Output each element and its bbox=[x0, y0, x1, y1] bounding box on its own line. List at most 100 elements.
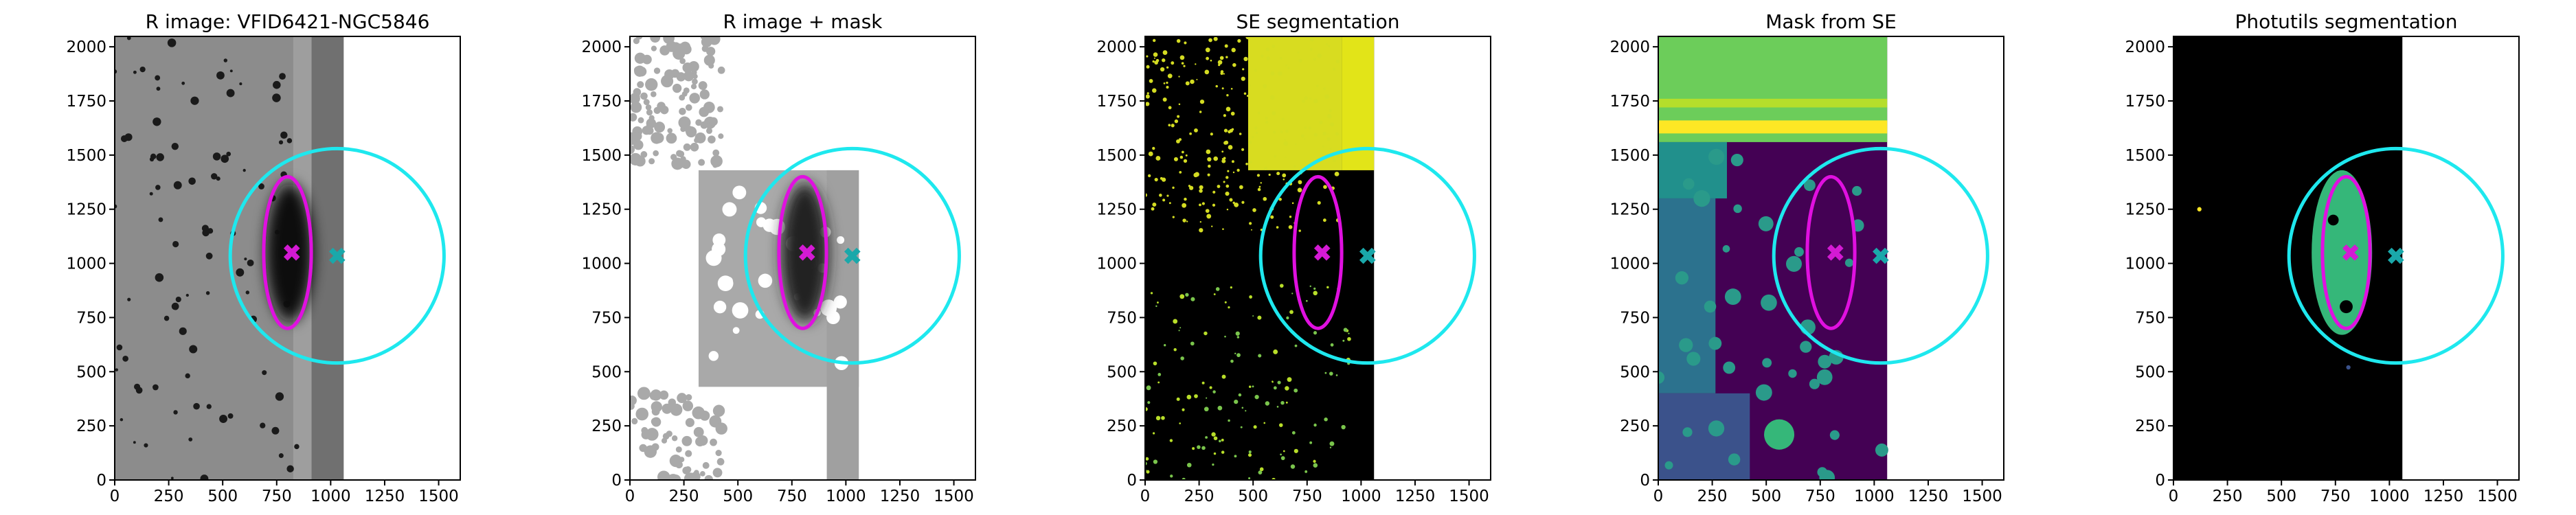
y-tick-label: 1750 bbox=[1609, 93, 1650, 111]
y-tick-label: 0 bbox=[611, 472, 622, 490]
image-blob bbox=[1249, 222, 1252, 225]
x-tick-label: 1250 bbox=[1908, 488, 1949, 505]
image-blob bbox=[1708, 148, 1725, 165]
image-blob bbox=[1252, 315, 1254, 317]
image-blob bbox=[260, 422, 266, 428]
image-blob bbox=[1223, 128, 1228, 133]
image-blob bbox=[1199, 185, 1204, 190]
image-blob bbox=[1232, 201, 1235, 205]
image-blob bbox=[1186, 462, 1192, 468]
image-blob bbox=[1301, 134, 1304, 138]
image-blob bbox=[641, 430, 651, 439]
image-blob bbox=[1682, 178, 1695, 190]
image-blob bbox=[1246, 95, 1249, 97]
x-tick-label: 500 bbox=[1238, 488, 1268, 505]
image-blob bbox=[1336, 154, 1340, 159]
image-blob bbox=[1289, 310, 1293, 314]
image-blob bbox=[698, 159, 705, 166]
image-blob bbox=[239, 82, 242, 86]
image-blob bbox=[1178, 76, 1180, 78]
image-blob bbox=[1304, 96, 1308, 100]
image-blob bbox=[679, 107, 686, 115]
y-tick-label: 1500 bbox=[581, 147, 622, 165]
image-blob bbox=[1280, 456, 1285, 461]
image-blob bbox=[1298, 229, 1301, 232]
image-blob bbox=[1313, 98, 1318, 104]
image bbox=[2173, 36, 2505, 480]
image-blob bbox=[144, 443, 148, 448]
image-blob bbox=[1227, 170, 1230, 172]
image-blob bbox=[1313, 463, 1318, 468]
image-blob bbox=[1196, 78, 1198, 80]
y-tick-label: 2000 bbox=[2125, 38, 2165, 56]
image-blob bbox=[1180, 356, 1184, 360]
image-blob bbox=[1243, 92, 1247, 95]
image-blob bbox=[732, 327, 740, 334]
image-blob bbox=[262, 370, 267, 376]
image-blob bbox=[718, 133, 724, 139]
image-blob bbox=[1168, 106, 1172, 110]
y-tick-label: 0 bbox=[2155, 472, 2165, 490]
image-blob bbox=[1157, 301, 1159, 304]
image-blob bbox=[1161, 415, 1165, 420]
image-blob bbox=[1201, 381, 1205, 385]
image-blob bbox=[1322, 131, 1326, 136]
image-blob bbox=[1148, 151, 1153, 157]
image-blob bbox=[633, 66, 642, 74]
image-blob bbox=[1335, 59, 1340, 64]
image-blob bbox=[666, 43, 677, 52]
image-blob bbox=[1249, 84, 1251, 87]
image-blob bbox=[1152, 88, 1157, 93]
marker bbox=[283, 244, 300, 261]
image-blob bbox=[1230, 286, 1232, 289]
image-blob bbox=[1254, 395, 1259, 400]
image-blob bbox=[1194, 128, 1198, 133]
image-blob bbox=[1278, 423, 1283, 427]
image-blob bbox=[1817, 467, 1828, 477]
image-blob bbox=[679, 94, 686, 101]
image-blob bbox=[1239, 133, 1242, 135]
image-blob bbox=[1146, 92, 1149, 95]
y-tick-label: 1500 bbox=[1609, 147, 1650, 165]
image-blob bbox=[1153, 52, 1158, 57]
ellipse bbox=[1805, 174, 1857, 330]
x-tick-label: 500 bbox=[723, 488, 753, 505]
image-blob bbox=[188, 177, 196, 185]
image-blob bbox=[1309, 126, 1311, 130]
image-blob bbox=[708, 135, 716, 144]
axes-frame bbox=[1658, 36, 2004, 481]
image-blob bbox=[685, 450, 692, 457]
image-blob bbox=[1800, 341, 1812, 353]
image-blob bbox=[1171, 61, 1175, 65]
y-tick-label: 1000 bbox=[1096, 255, 1137, 273]
image-blob bbox=[1248, 477, 1251, 480]
image-blob bbox=[1242, 68, 1245, 71]
image-blob bbox=[207, 228, 214, 234]
image-blob bbox=[646, 109, 653, 116]
x-tick-label: 1250 bbox=[365, 488, 405, 505]
x-tick-label: 1250 bbox=[2424, 488, 2464, 505]
image-blob bbox=[1679, 338, 1693, 352]
image-blob bbox=[640, 151, 648, 158]
image-blob bbox=[645, 104, 652, 111]
image-blob bbox=[1348, 332, 1350, 334]
image-blob bbox=[1172, 216, 1175, 218]
image-blob bbox=[1664, 461, 1673, 470]
x-tick-label: 1500 bbox=[1962, 488, 2002, 505]
image-blob bbox=[1173, 157, 1178, 161]
image-blob bbox=[694, 137, 699, 144]
image-blob bbox=[1230, 87, 1233, 90]
circle bbox=[1258, 146, 1476, 365]
image-blob bbox=[1146, 385, 1151, 391]
image-blob bbox=[1257, 111, 1261, 115]
image-blob bbox=[1223, 181, 1225, 183]
image-blob bbox=[1829, 430, 1840, 440]
x-tick-label: 1000 bbox=[1854, 488, 1895, 505]
image-blob bbox=[1252, 208, 1256, 212]
image-blob bbox=[703, 54, 715, 66]
image-blob bbox=[1221, 158, 1224, 160]
image-blob bbox=[116, 344, 123, 351]
image-blob bbox=[122, 355, 128, 362]
image-blob bbox=[1201, 446, 1206, 450]
image-blob bbox=[1258, 470, 1263, 474]
